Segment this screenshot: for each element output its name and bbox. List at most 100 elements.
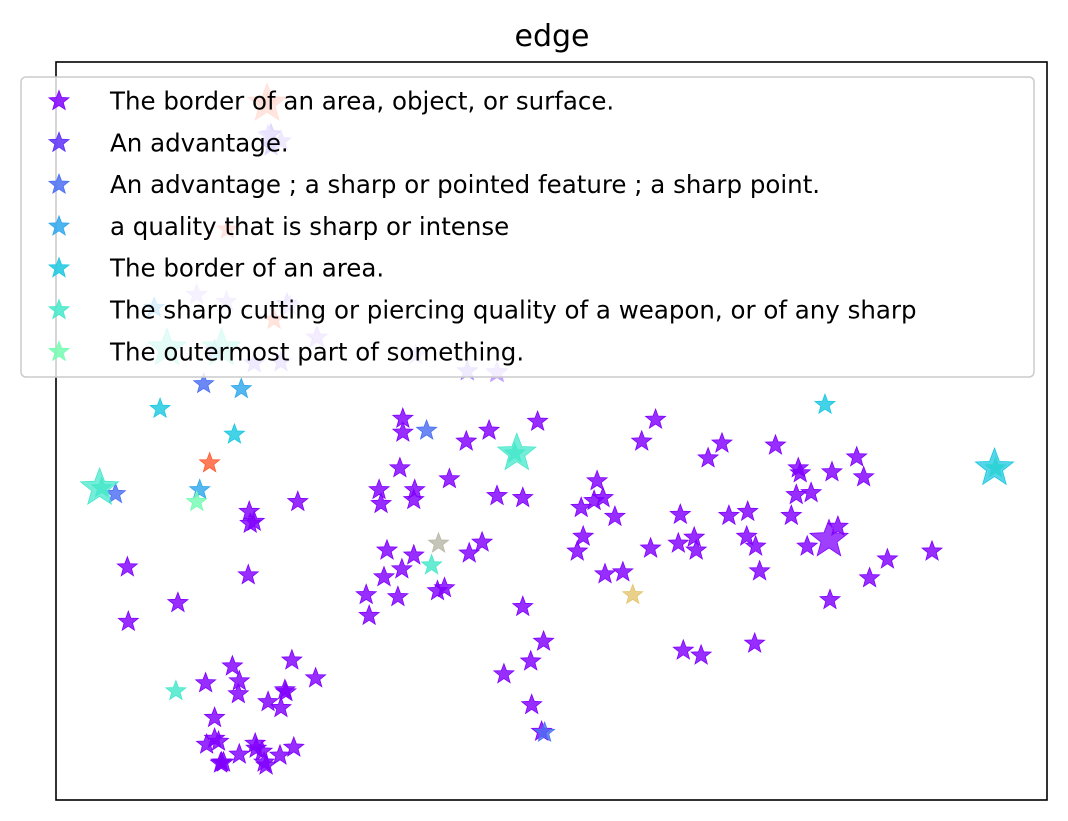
data-point: [198, 451, 221, 473]
data-point: [748, 559, 771, 581]
data-point: [820, 460, 843, 482]
legend-item: The sharp cutting or piercing quality of…: [47, 296, 917, 325]
legend-item: The border of an area.: [47, 254, 384, 283]
legend-marker: [47, 131, 71, 153]
data-point: [644, 407, 667, 430]
data-point: [471, 530, 494, 552]
data-point: [372, 565, 396, 587]
legend-label: a quality that is sharp or intense: [110, 212, 509, 241]
data-point: [166, 591, 189, 613]
legend-item: An advantage.: [47, 128, 289, 157]
data-point: [735, 524, 758, 546]
data-point: [492, 662, 515, 684]
data-point: [304, 666, 327, 688]
data-point: [391, 420, 414, 442]
data-point: [818, 588, 842, 610]
legend-label: The sharp cutting or piercing quality of…: [109, 296, 917, 325]
data-point: [876, 547, 899, 569]
data-point: [390, 557, 413, 579]
data-point: [227, 682, 250, 704]
legend-item: The border of an area, object, or surfac…: [47, 87, 614, 116]
data-point: [683, 525, 706, 547]
data-point: [209, 751, 232, 773]
legend-marker: [47, 340, 71, 362]
data-point: [787, 456, 810, 478]
data-point: [621, 583, 644, 605]
data-point: [420, 553, 443, 575]
data-point: [185, 490, 208, 512]
legend-label: The border of an area, object, or surfac…: [109, 87, 614, 116]
data-point: [402, 488, 425, 510]
data-point: [586, 469, 609, 491]
data-point: [520, 693, 543, 715]
data-point: [368, 478, 391, 500]
data-point: [780, 504, 803, 526]
series-2: [104, 372, 556, 743]
data-point: [743, 631, 766, 653]
data-point: [800, 481, 823, 503]
data-point: [455, 429, 478, 451]
data-point: [736, 500, 759, 522]
data-point: [228, 742, 251, 764]
data-point: [603, 505, 626, 527]
legend-item: An advantage ; a sharp or pointed featur…: [47, 170, 820, 199]
highlight-point: [79, 466, 120, 506]
data-point: [526, 409, 549, 432]
data-point: [415, 418, 438, 440]
data-point: [685, 538, 708, 560]
legend-item: The outermost part of something.: [47, 337, 524, 366]
data-point: [611, 560, 634, 582]
data-point: [358, 604, 381, 626]
data-point: [593, 562, 617, 584]
series-0: [116, 406, 944, 775]
data-point: [228, 669, 251, 691]
data-point: [639, 536, 662, 558]
data-point: [858, 566, 881, 588]
data-point: [433, 576, 456, 598]
legend-label: An advantage ; a sharp or pointed featur…: [110, 170, 820, 199]
data-point: [207, 729, 230, 751]
legend-marker: [47, 214, 71, 236]
legend-marker: [47, 172, 71, 195]
data-point: [244, 731, 267, 753]
data-point: [230, 377, 253, 399]
axes-frame: [55, 61, 1048, 801]
data-point: [402, 543, 425, 565]
data-point: [852, 465, 875, 487]
data-point: [532, 629, 555, 651]
data-point: [274, 680, 297, 702]
data-point: [690, 643, 713, 665]
data-point: [370, 492, 393, 514]
data-point: [717, 504, 740, 526]
data-point: [485, 484, 509, 506]
data-point: [203, 706, 226, 728]
data-point: [386, 585, 409, 607]
legend-box: [20, 76, 1035, 378]
data-point: [192, 372, 215, 394]
data-point: [253, 750, 276, 772]
data-point: [921, 539, 944, 561]
data-point: [286, 490, 309, 512]
legend-marker: [47, 256, 71, 278]
data-point: [116, 555, 139, 577]
legend-marker: [47, 89, 71, 111]
data-point: [511, 486, 534, 508]
data-point: [268, 743, 292, 765]
data-point: [223, 422, 246, 444]
data-point: [188, 478, 211, 500]
data-point: [764, 433, 787, 455]
legend-label: An advantage.: [110, 128, 289, 157]
data-point: [194, 671, 217, 693]
chart-title: edge: [515, 19, 590, 54]
data-point: [845, 445, 868, 467]
data-point: [570, 496, 593, 518]
legend: The border of an area, object, or surfac…: [20, 76, 1035, 378]
data-point: [813, 393, 837, 415]
data-point: [744, 534, 767, 556]
highlight-point: [974, 446, 1015, 486]
data-point: [388, 456, 411, 478]
legend-label: The border of an area.: [109, 254, 384, 283]
data-point: [478, 418, 501, 440]
data-point: [355, 583, 378, 605]
